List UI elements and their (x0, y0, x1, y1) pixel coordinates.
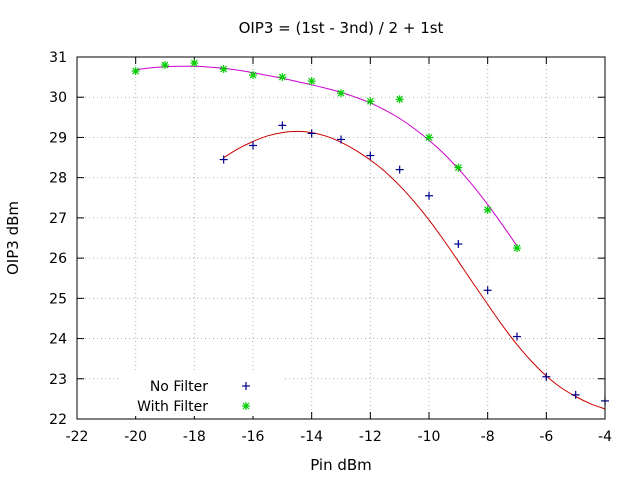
marker-stroke (132, 67, 140, 75)
legend-label-no-filter: No Filter (150, 379, 208, 395)
y-tick-label: 30 (49, 90, 67, 106)
x-tick-label: -18 (183, 429, 206, 445)
y-tick-label: 27 (49, 211, 67, 227)
x-tick-label: -14 (300, 429, 323, 445)
marker-stroke (220, 65, 228, 73)
legend-marker-no-filter (242, 382, 250, 390)
data-point-series-1 (425, 133, 433, 142)
legend-label-with-filter: With Filter (137, 399, 208, 415)
data-markers (131, 59, 609, 405)
fit-curve-series-0 (223, 130, 606, 410)
marker-stroke (366, 97, 374, 105)
data-point-series-1 (337, 89, 345, 98)
y-tick-label: 29 (49, 130, 67, 146)
y-tick-label: 25 (49, 291, 67, 307)
legend: No Filter With Filter (120, 372, 285, 416)
y-tick-label: 23 (49, 372, 67, 388)
tick-labels: -22 -20 -18 -16 -14 -12 -10 -8 -6 -4 22 23 24 25 26 27 2… (49, 50, 612, 445)
data-point-series-0 (337, 135, 345, 144)
data-point-series-1 (307, 77, 316, 86)
legend-markers (242, 382, 250, 410)
fit-curve-series-1 (135, 65, 518, 247)
marker-stroke (513, 244, 521, 252)
marker-stroke (161, 61, 169, 69)
marker-stroke (484, 206, 492, 214)
marker-stroke (278, 73, 286, 81)
data-point-series-1 (278, 73, 287, 82)
data-point-series-1 (190, 59, 199, 68)
x-tick-label: -12 (359, 429, 382, 445)
x-tick-label: -4 (598, 429, 612, 445)
data-point-series-0 (425, 191, 433, 200)
data-point-series-0 (571, 390, 580, 399)
plot-frame (76, 56, 606, 420)
data-point-series-1 (219, 65, 228, 74)
y-tick-label: 28 (49, 171, 67, 187)
y-tick-label: 22 (49, 412, 67, 428)
x-tick-label: -8 (481, 429, 495, 445)
legend-marker-with-filter (242, 402, 250, 410)
legend-background (120, 372, 285, 416)
data-point-series-0 (307, 129, 316, 138)
data-point-series-1 (161, 61, 169, 70)
x-axis-title: Pin dBm (310, 456, 372, 474)
data-point-series-0 (219, 155, 228, 164)
x-tick-label: -10 (418, 429, 441, 445)
data-point-series-0 (249, 141, 257, 150)
marker-stroke (425, 134, 433, 141)
data-point-series-1 (131, 67, 140, 76)
x-tick-label: -20 (124, 429, 147, 445)
data-point-series-1 (366, 97, 375, 106)
data-point-series-1 (483, 205, 492, 214)
marker-stroke (337, 89, 345, 97)
data-point-series-1 (513, 244, 521, 253)
x-tick-label: -22 (66, 429, 89, 445)
data-point-series-0 (366, 151, 375, 160)
data-point-series-0 (454, 240, 463, 249)
chart-title: OIP3 = (1st - 3nd) / 2 + 1st (239, 19, 444, 37)
data-point-series-1 (249, 71, 257, 80)
fit-curves (135, 65, 606, 410)
marker-stroke (249, 71, 257, 79)
marker-stroke (190, 59, 198, 67)
data-point-series-0 (278, 121, 287, 130)
data-point-series-0 (542, 372, 551, 381)
data-point-series-1 (454, 163, 463, 172)
y-tick-label: 24 (49, 332, 67, 348)
data-point-series-0 (395, 165, 404, 174)
y-tick-label: 31 (49, 50, 67, 66)
marker-stroke (396, 95, 404, 103)
x-tick-label: -16 (242, 429, 265, 445)
marker-stroke (454, 164, 462, 172)
data-point-series-1 (395, 95, 404, 104)
marker-stroke (242, 402, 250, 410)
x-tick-label: -6 (539, 429, 553, 445)
y-axis-title: OIP3 dBm (4, 201, 22, 275)
data-point-series-0 (483, 286, 492, 295)
y-tick-label: 26 (49, 251, 67, 267)
data-point-series-0 (513, 332, 521, 341)
marker-stroke (308, 77, 316, 85)
